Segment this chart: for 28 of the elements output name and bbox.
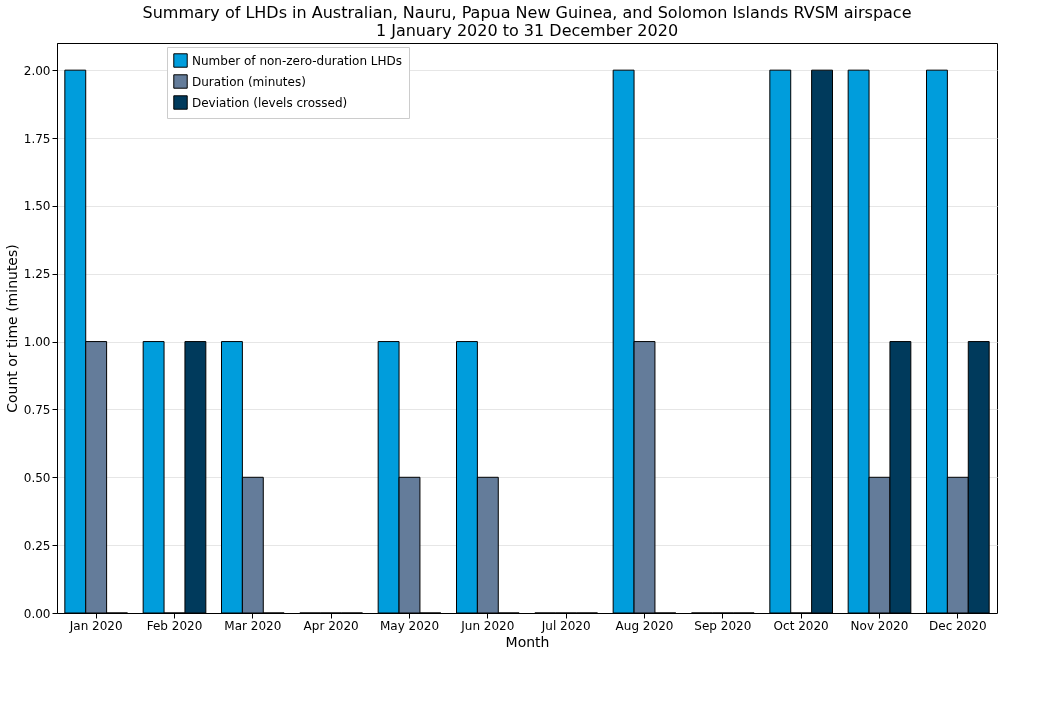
y-tick-label: 1.25 [23,267,51,282]
y-tick-label: 0.75 [23,402,51,417]
y-axis-title: Count or time (minutes) [3,244,20,413]
x-tick-label: May 2020 [379,618,440,633]
legend-label: Deviation (levels crossed) [192,95,348,110]
x-tick-label: Jan 2020 [68,618,123,633]
chart-subtitle: 1 January 2020 to 31 December 2020 [375,21,679,40]
y-tick-label: 0.50 [23,470,51,485]
x-tick-label: Nov 2020 [850,618,909,633]
y-tick-label: 1.75 [23,131,51,146]
x-tick-label: Dec 2020 [929,618,987,633]
x-tick-label: Aug 2020 [615,618,674,633]
legend-label: Duration (minutes) [192,74,306,89]
x-tick-label: Jun 2020 [460,618,515,633]
x-tick-label: Oct 2020 [773,618,829,633]
y-tick-label: 0.00 [23,606,51,621]
y-tick-label: 1.00 [23,335,51,350]
legend-label: Number of non-zero-duration LHDs [192,53,403,68]
x-tick-label: Jul 2020 [540,618,591,633]
x-tick-label: Sep 2020 [694,618,752,633]
x-axis-title: Month [505,633,550,650]
x-tick-label: Apr 2020 [303,618,359,633]
x-tick-label: Mar 2020 [224,618,282,633]
x-tick-label: Feb 2020 [146,618,203,633]
y-tick-label: 2.00 [23,63,51,78]
y-tick-label: 1.50 [23,199,51,214]
chart-title: Summary of LHDs in Australian, Nauru, Papua New Guinea, and Solomon Islands RVSM airspace [142,3,912,22]
y-tick-label: 0.25 [23,538,51,553]
